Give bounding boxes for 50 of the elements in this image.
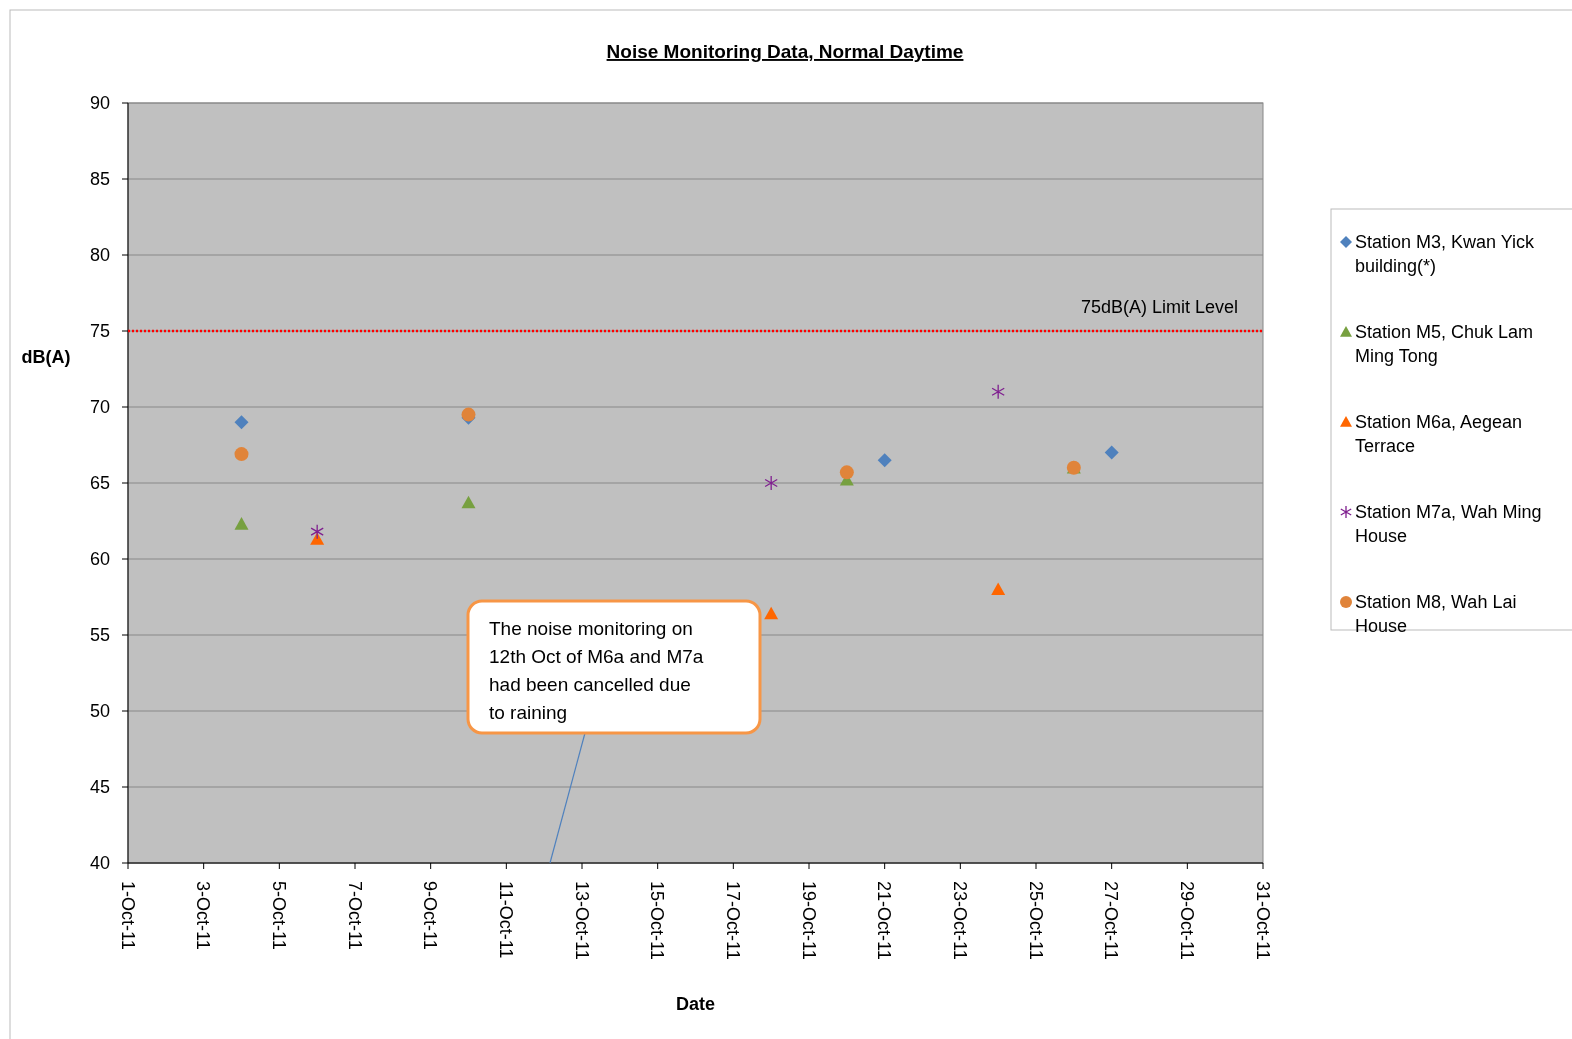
point (310, 523, 324, 540)
ref-line-label: 75dB(A) Limit Level (1080, 297, 1238, 317)
point (234, 517, 249, 530)
legend-label: Station M7a, Wah Ming House (1355, 502, 1542, 547)
y-tick-label: 50 (89, 701, 110, 722)
x-tick-label: 13-Oct-11 (571, 881, 592, 960)
y-tick-label: 55 (89, 625, 110, 646)
x-tick-label: 17-Oct-11 (723, 881, 744, 960)
point (234, 447, 249, 462)
point (991, 384, 1005, 400)
x-tick-label: 5-Oct-11 (269, 881, 290, 950)
x-tick-label: 15-Oct-11 (647, 881, 668, 960)
point (234, 415, 249, 430)
y-tick-label: 40 (89, 853, 110, 874)
x-tick-label: 21-Oct-11 (874, 881, 895, 960)
x-tick-label: 9-Oct-11 (420, 881, 441, 950)
point (461, 495, 476, 509)
y-tick-label: 45 (89, 777, 110, 798)
x-tick-label: 7-Oct-11 (344, 881, 365, 950)
x-tick-label: 1-Oct-11 (117, 881, 138, 950)
legend-label: Station M8, Wah Lai House (1355, 592, 1517, 637)
x-tick-label: 19-Oct-11 (798, 881, 819, 960)
chart-title: Noise Monitoring Data, Normal Daytime (606, 41, 964, 62)
annotation: The noise monitoring on 12th Oct of M6a and M7a had been cancelled due to raining (489, 618, 704, 723)
legend-label: Station M5, Chuk Lam Ming Tong (1355, 322, 1534, 367)
y-tick-label: 90 (89, 93, 110, 114)
x-tick-label: 27-Oct-11 (1101, 881, 1122, 960)
y-tick-label: 60 (89, 549, 110, 570)
x-axis-title: Date (675, 994, 716, 1014)
x-tick-label: 23-Oct-11 (950, 881, 971, 960)
point (764, 475, 778, 491)
point (991, 582, 1006, 595)
y-tick-label: 75 (89, 321, 110, 342)
y-tick-label: 70 (89, 397, 110, 418)
x-tick-label: 11-Oct-11 (496, 881, 517, 959)
x-tick-label: 31-Oct-11 (1252, 881, 1273, 960)
point (877, 453, 892, 468)
legend-label: Station M6a, Aegean Terrace (1355, 412, 1523, 457)
point (839, 465, 854, 480)
legend-label: Station M3, Kwan Yick building(*) (1355, 232, 1536, 277)
y-tick-label: 65 (89, 473, 110, 494)
x-tick-label: 29-Oct-11 (1177, 881, 1198, 960)
y-tick-label: 85 (89, 169, 110, 190)
point (764, 606, 779, 620)
x-tick-label: 3-Oct-11 (193, 881, 214, 950)
y-tick-label: 80 (89, 245, 110, 266)
y-axis-title: dB(A) (21, 347, 71, 368)
point (310, 532, 325, 545)
x-tick-label: 25-Oct-11 (1025, 881, 1046, 960)
point (1104, 445, 1119, 460)
